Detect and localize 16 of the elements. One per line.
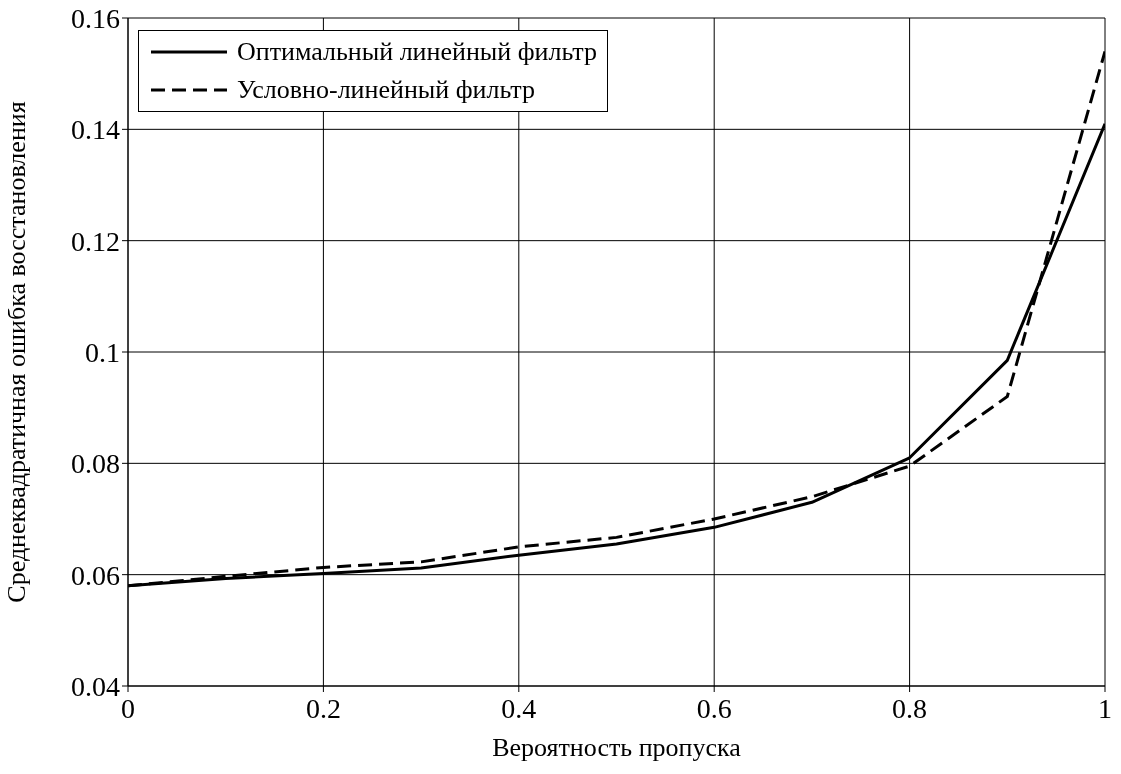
x-tick-label: 1 [1098, 692, 1112, 724]
y-tick-label: 0.12 [71, 225, 120, 257]
legend-label: Оптимальный линейный фильтр [237, 36, 597, 68]
y-tick-label: 0.08 [71, 448, 120, 480]
y-tick-label: 0.06 [71, 559, 120, 591]
x-tick-label: 0.2 [305, 692, 341, 724]
x-tick-label: 0.4 [501, 692, 537, 724]
y-tick-label: 0.14 [71, 114, 120, 146]
y-tick-label: 0.04 [71, 670, 120, 702]
x-axis-title: Вероятность пропуска [492, 733, 742, 762]
x-tick-label: 0.8 [892, 692, 928, 724]
y-tick-label: 0.1 [85, 336, 120, 368]
legend-label: Условно-линейный фильтр [237, 74, 535, 106]
y-tick-label: 0.16 [71, 2, 120, 34]
x-tick-label: 0.6 [696, 692, 732, 724]
x-tick-label: 0 [121, 692, 135, 724]
